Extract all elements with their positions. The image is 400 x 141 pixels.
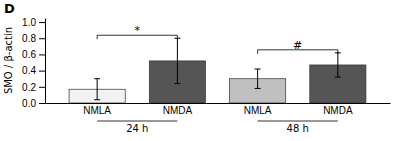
error-bar bbox=[255, 69, 261, 88]
y-tick-mark bbox=[39, 71, 45, 72]
error-cap bbox=[174, 83, 180, 84]
y-tick-label: 0.8 bbox=[22, 33, 36, 44]
group-bracket bbox=[258, 121, 338, 122]
x-tick-label: NMDA bbox=[323, 105, 353, 116]
significance-label: * bbox=[135, 24, 141, 37]
error-line bbox=[257, 69, 258, 88]
group-label: 48 h bbox=[287, 123, 309, 134]
y-tick: 0.2 bbox=[22, 82, 45, 93]
y-tick-mark bbox=[39, 103, 45, 104]
y-tick: 0.4 bbox=[22, 65, 45, 76]
error-cap bbox=[335, 77, 341, 78]
y-tick-mark bbox=[39, 22, 45, 23]
error-bar bbox=[174, 38, 180, 83]
y-tick-label: 1.0 bbox=[22, 17, 36, 28]
y-tick: 0.6 bbox=[22, 49, 45, 60]
title: D bbox=[4, 1, 15, 16]
x-tick: NMDA bbox=[163, 105, 193, 116]
chart: 0.0 0.2 0.4 0.6 0.8 1.0 NMLA NMDA NMLA NMDA 24 h 48… bbox=[0, 0, 400, 141]
x-axis-line bbox=[46, 103, 391, 104]
plot: 0.0 0.2 0.4 0.6 0.8 1.0 NMLA NMDA NMLA NMDA 24 h 48… bbox=[22, 17, 390, 134]
x-tick: NMLA bbox=[244, 105, 272, 116]
y-tick-label: 0.0 bbox=[22, 98, 36, 109]
error-cap bbox=[255, 69, 261, 70]
error-line bbox=[97, 79, 98, 100]
y-tick: 0.0 bbox=[22, 98, 45, 109]
error-bar bbox=[335, 53, 341, 77]
x-tick-label: NMDA bbox=[163, 105, 193, 116]
significance-label: # bbox=[293, 39, 302, 52]
x-tick-label: NMLA bbox=[83, 105, 111, 116]
error-line bbox=[177, 38, 178, 83]
y-axis-title: SMO / β-actin bbox=[3, 27, 14, 94]
error-line bbox=[337, 53, 338, 77]
error-cap bbox=[94, 99, 100, 100]
y-tick-label: 0.4 bbox=[22, 65, 36, 76]
x-tick: NMLA bbox=[83, 105, 111, 116]
x-axis: NMLA NMDA NMLA NMDA bbox=[46, 104, 391, 117]
y-axis: 0.0 0.2 0.4 0.6 0.8 1.0 bbox=[22, 17, 45, 109]
y-axis-line bbox=[45, 19, 46, 104]
y-tick: 0.8 bbox=[22, 33, 45, 44]
group-bracket bbox=[97, 121, 177, 122]
error-cap bbox=[94, 78, 100, 79]
marks bbox=[69, 38, 366, 103]
x-tick: NMDA bbox=[323, 105, 353, 116]
y-tick-mark bbox=[39, 38, 45, 39]
error-bar bbox=[94, 79, 100, 100]
y-tick-mark bbox=[39, 87, 45, 88]
y-tick-mark bbox=[39, 54, 45, 55]
y-tick-label: 0.6 bbox=[22, 49, 36, 60]
x-tick-label: NMLA bbox=[244, 105, 272, 116]
error-cap bbox=[255, 88, 261, 89]
y-tick-label: 0.2 bbox=[22, 82, 36, 93]
y-tick: 1.0 bbox=[22, 17, 45, 28]
group-label: 24 h bbox=[126, 123, 148, 134]
